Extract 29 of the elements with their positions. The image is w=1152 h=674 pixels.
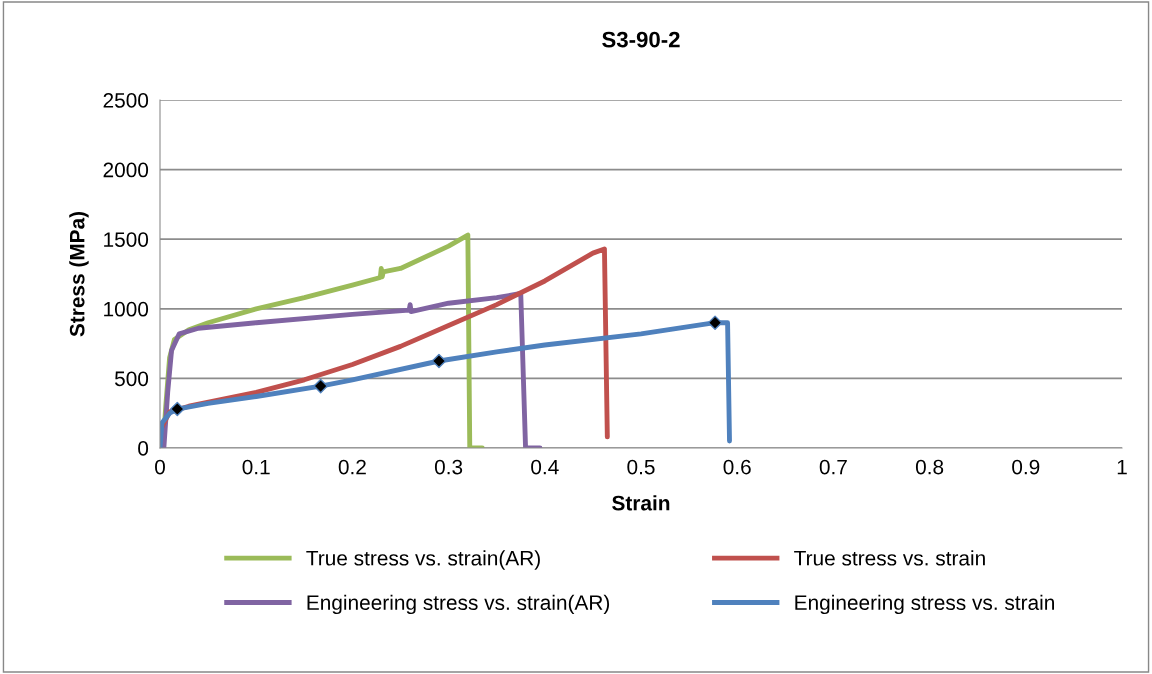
x-tick-label: 0.5: [627, 459, 655, 475]
y-tick-label: 2500: [103, 93, 149, 108]
x-tick-label: 0.2: [338, 459, 366, 475]
x-tick-label: 0.7: [819, 459, 847, 475]
point: [313, 378, 328, 394]
y-tick-label: 0: [138, 441, 149, 456]
line-series: [161, 291, 543, 448]
x-tick-label: 0.8: [915, 459, 944, 475]
x-tick-label: 0.9: [1012, 459, 1040, 475]
legend-label: Engineering stress vs. strain(AR): [307, 594, 610, 615]
point: [431, 353, 447, 369]
legend-label: True stress vs. strain: [794, 550, 985, 566]
x-tick-label: 0.1: [242, 459, 270, 475]
legend-label: Engineering stress vs. strain: [795, 594, 1054, 615]
x-axis-title: Strain: [612, 495, 670, 511]
y-tick-label: 2000: [103, 162, 149, 178]
chart-title: S3-90-2: [602, 31, 680, 48]
legend-label: True stress vs. strain(AR): [306, 550, 540, 570]
y-tick-label: 1000: [104, 301, 149, 317]
y-axis-title: Stress (MPa): [69, 211, 89, 337]
x-tick-label: 1: [1117, 459, 1127, 475]
y-tick-label: 500: [114, 371, 149, 387]
point: [170, 401, 185, 417]
x-tick-label: 0: [155, 459, 165, 475]
x-tick-label: 0.6: [723, 459, 751, 475]
x-tick-label: 0.4: [531, 459, 559, 475]
point: [707, 315, 723, 331]
x-tick-label: 0.3: [434, 459, 463, 475]
y-tick-label: 1500: [104, 232, 149, 247]
